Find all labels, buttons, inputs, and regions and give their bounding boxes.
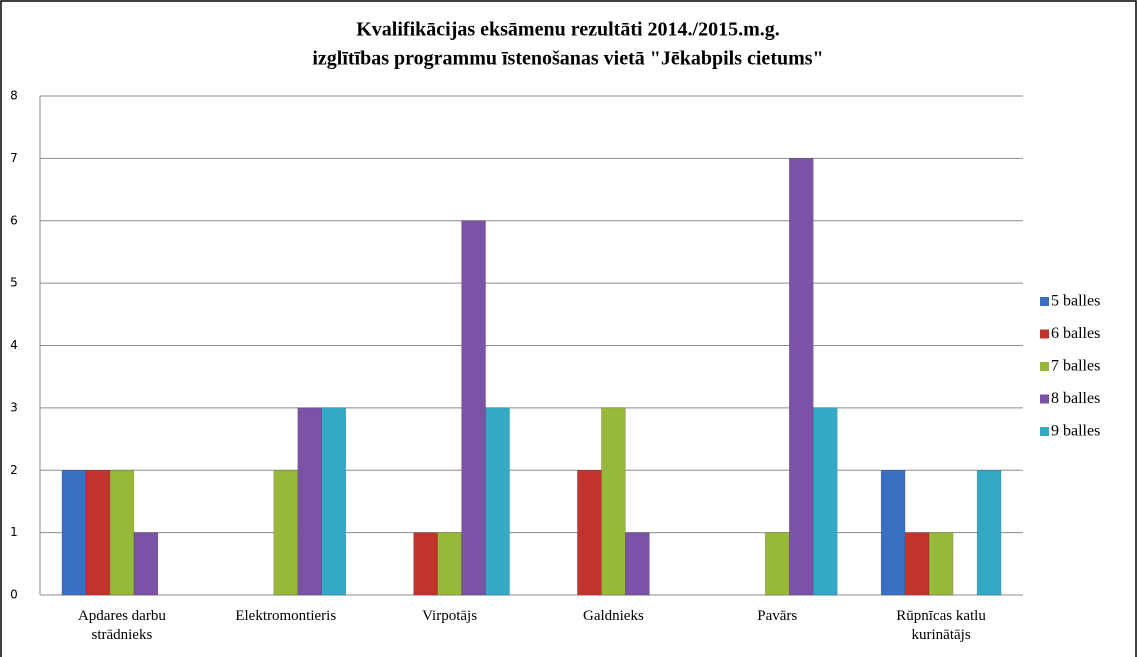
bar [61, 470, 87, 596]
legend-label: 9 balles [1051, 423, 1100, 440]
legend-label: 5 balles [1051, 293, 1100, 310]
legend-label: 8 balles [1051, 390, 1100, 407]
x-tick-label: Rūpnīcas katlu kurinātājs [896, 608, 986, 643]
bar [461, 220, 486, 596]
bar [413, 532, 438, 596]
legend-swatch [1040, 362, 1049, 371]
chart-title: Kvalifikācijas eksāmenu rezultāti 2014./… [356, 19, 780, 41]
y-tick-label: 7 [10, 151, 18, 165]
legend-swatch [1040, 297, 1049, 306]
legend-swatch [1040, 329, 1049, 339]
legend-swatch [1040, 427, 1049, 436]
y-tick-label: 4 [10, 338, 18, 352]
y-tick-label: 6 [10, 213, 18, 227]
bar [273, 470, 298, 596]
y-tick-label: 2 [10, 463, 18, 477]
x-tick-label: Elektromontieris [235, 608, 337, 624]
bar [813, 407, 838, 596]
bar [601, 407, 626, 596]
y-tick-label: 0 [10, 588, 18, 602]
bar [765, 532, 790, 596]
bar [577, 470, 602, 596]
y-tick-label: 5 [10, 276, 18, 290]
bar [976, 470, 1002, 596]
bar [928, 532, 954, 596]
bar [904, 532, 930, 596]
bar [321, 407, 346, 596]
legend-label: 6 balles [1051, 325, 1100, 342]
bar [625, 532, 650, 596]
legend-label: 7 balles [1051, 358, 1100, 375]
bar [109, 470, 135, 596]
bar [485, 407, 510, 596]
y-tick-label: 3 [10, 400, 18, 414]
bar [133, 532, 159, 596]
y-tick-label: 1 [10, 525, 18, 539]
bar [85, 470, 111, 596]
chart-title: izglītības programmu īstenošanas vietā "… [312, 48, 823, 70]
bar [880, 470, 906, 596]
legend-swatch [1040, 394, 1049, 404]
x-tick-label: Virpotājs [422, 608, 478, 624]
bar [297, 407, 322, 596]
x-tick-label: Apdares darbu strādnieks [77, 608, 166, 643]
y-tick-label: 8 [10, 89, 18, 103]
x-tick-label: Pavārs [757, 608, 798, 624]
x-tick-label: Galdnieks [582, 608, 644, 624]
bar [437, 532, 462, 596]
bar [789, 158, 814, 596]
